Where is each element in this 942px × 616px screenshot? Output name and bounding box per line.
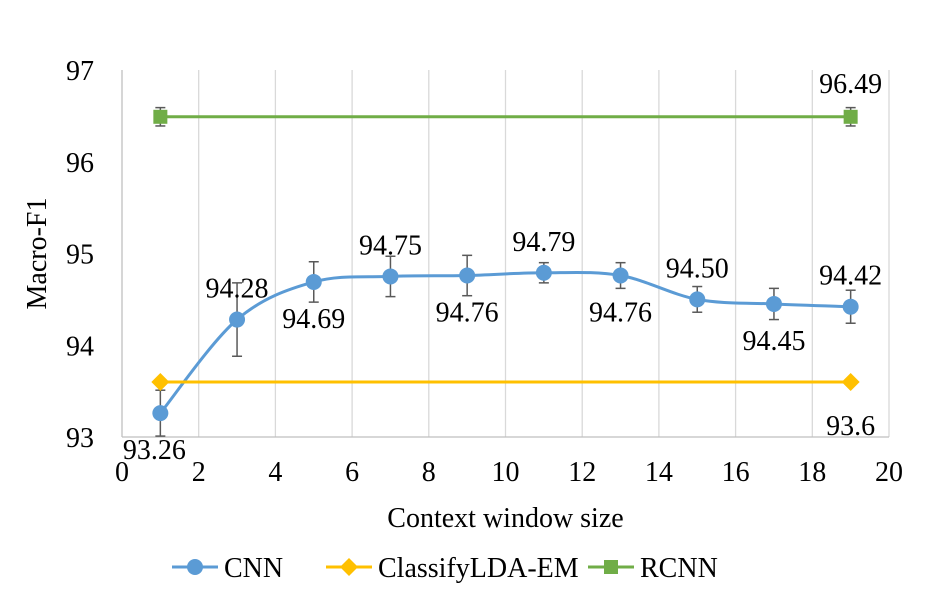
cnn-point (382, 268, 399, 285)
classifylda-em-point (841, 372, 860, 391)
cnn-point (535, 264, 552, 281)
x-tick-label: 10 (492, 457, 520, 488)
data-labels: 93.26 94.28 94.69 94.75 94.76 94.79 94.76 94.50… (123, 69, 882, 466)
y-axis-title: Macro-F1 (22, 198, 53, 310)
legend: CNN ClassifyLDA-EM RCNN (172, 553, 718, 584)
axes (121, 70, 889, 438)
cnn-point (229, 311, 246, 328)
cnn-data-label: 94.45 (742, 326, 805, 357)
data-markers (151, 109, 860, 422)
y-tick-label: 94 (66, 331, 94, 362)
cnn-data-label: 94.76 (436, 298, 499, 329)
rcnn-data-label: 96.49 (819, 69, 882, 100)
y-tick-label: 96 (66, 148, 94, 179)
x-tick-label: 12 (568, 457, 596, 488)
rcnn-point (843, 109, 858, 124)
legend-item-rcnn: RCNN (588, 553, 718, 584)
series-lines (159, 115, 851, 415)
y-tick-label: 97 (66, 56, 94, 87)
legend-label: RCNN (640, 553, 718, 584)
classifylda-em-point (151, 372, 170, 391)
legend-item-cnn: CNN (172, 553, 283, 584)
cnn-point (152, 405, 169, 422)
cnn-line (159, 270, 851, 415)
cnn-point (842, 298, 859, 315)
cnn-data-label: 94.69 (282, 304, 345, 335)
cnn-data-label: 94.75 (359, 230, 422, 261)
x-tick-label: 0 (115, 457, 129, 488)
x-tick-label: 4 (268, 457, 282, 488)
x-axis-title: Context window size (387, 503, 623, 534)
legend-item-classifylda-em: ClassifyLDA-EM (326, 553, 579, 584)
rcnn-point (153, 109, 168, 124)
x-tick-label: 18 (798, 457, 826, 488)
x-tick-label: 20 (875, 457, 903, 488)
x-tick-label: 16 (722, 457, 750, 488)
cnn-point (459, 267, 476, 284)
legend-swatch-marker (604, 560, 618, 574)
grid-lines (198, 70, 890, 437)
tick-labels: 0 2 4 6 8 10 12 14 16 18 20 93 94 95 96 97 (66, 56, 903, 488)
y-tick-label: 93 (66, 423, 94, 454)
cnn-point (612, 267, 629, 284)
classifylda-em-data-label: 93.6 (826, 411, 875, 442)
legend-swatch-marker (340, 558, 358, 576)
x-tick-label: 2 (192, 457, 206, 488)
legend-label: CNN (224, 553, 283, 584)
cnn-data-label: 94.79 (512, 227, 575, 258)
cnn-data-label: 94.50 (666, 253, 729, 284)
cnn-point (305, 273, 322, 290)
cnn-data-label: 94.76 (589, 298, 652, 329)
legend-swatch-marker (187, 559, 203, 575)
legend-label: ClassifyLDA-EM (378, 553, 579, 584)
x-tick-label: 14 (645, 457, 673, 488)
x-tick-label: 6 (345, 457, 359, 488)
cnn-point (765, 295, 782, 312)
cnn-data-label: 94.42 (819, 261, 882, 292)
cnn-data-label: 93.26 (123, 435, 186, 466)
cnn-point (689, 291, 706, 308)
y-tick-label: 95 (66, 240, 94, 271)
x-tick-label: 8 (422, 457, 436, 488)
cnn-data-label: 94.28 (206, 274, 269, 305)
